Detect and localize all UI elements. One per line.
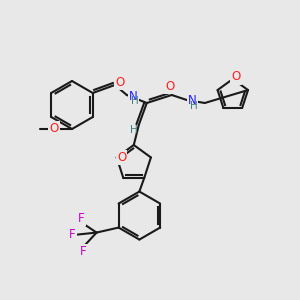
Text: H: H [130, 125, 138, 135]
Text: O: O [231, 70, 240, 83]
Text: H: H [190, 101, 198, 111]
Text: O: O [115, 76, 124, 88]
Text: F: F [80, 245, 87, 258]
Text: N: N [188, 94, 197, 106]
Text: F: F [69, 228, 76, 241]
Text: O: O [117, 151, 126, 164]
Text: H: H [131, 96, 139, 106]
Text: N: N [129, 89, 137, 103]
Text: F: F [78, 212, 85, 225]
Text: O: O [165, 80, 174, 92]
Text: O: O [50, 122, 58, 136]
